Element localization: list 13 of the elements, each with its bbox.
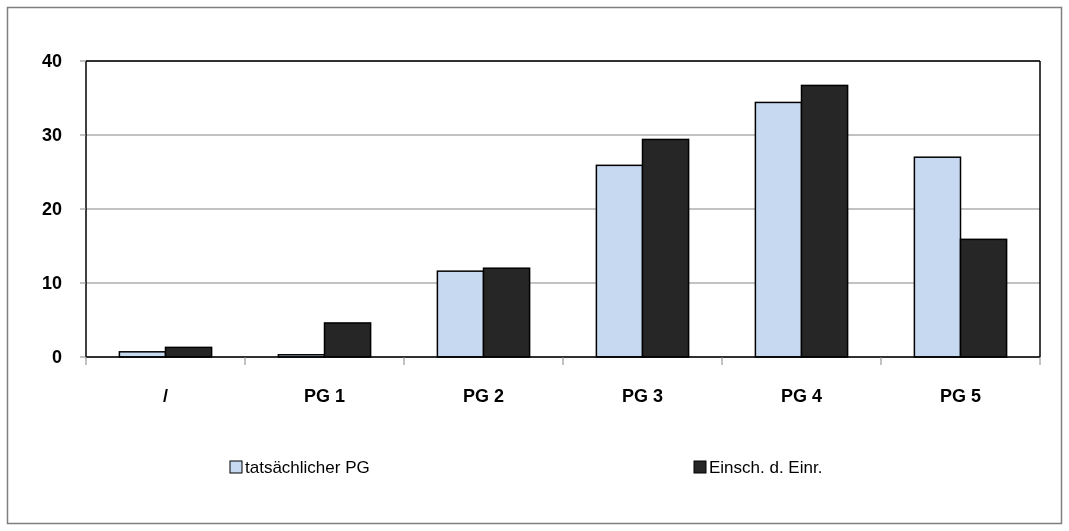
y-tick-label: 40 — [41, 51, 62, 72]
legend-label: Einsch. d. Einr. — [709, 457, 823, 477]
x-tick-label: PG 2 — [462, 386, 505, 407]
x-tick-label: PG 1 — [303, 386, 346, 407]
x-tick-label: / — [162, 386, 169, 407]
x-tick-label: PG 3 — [621, 386, 664, 407]
y-tick-label: 30 — [41, 125, 62, 146]
y-tick-label: 0 — [51, 347, 62, 368]
legend-label: tatsächlicher PG — [245, 457, 370, 477]
x-tick-label: PG 5 — [939, 386, 982, 407]
x-tick-label: PG 4 — [780, 386, 823, 407]
y-tick-label: 10 — [41, 273, 62, 294]
y-tick-label: 20 — [41, 199, 62, 220]
